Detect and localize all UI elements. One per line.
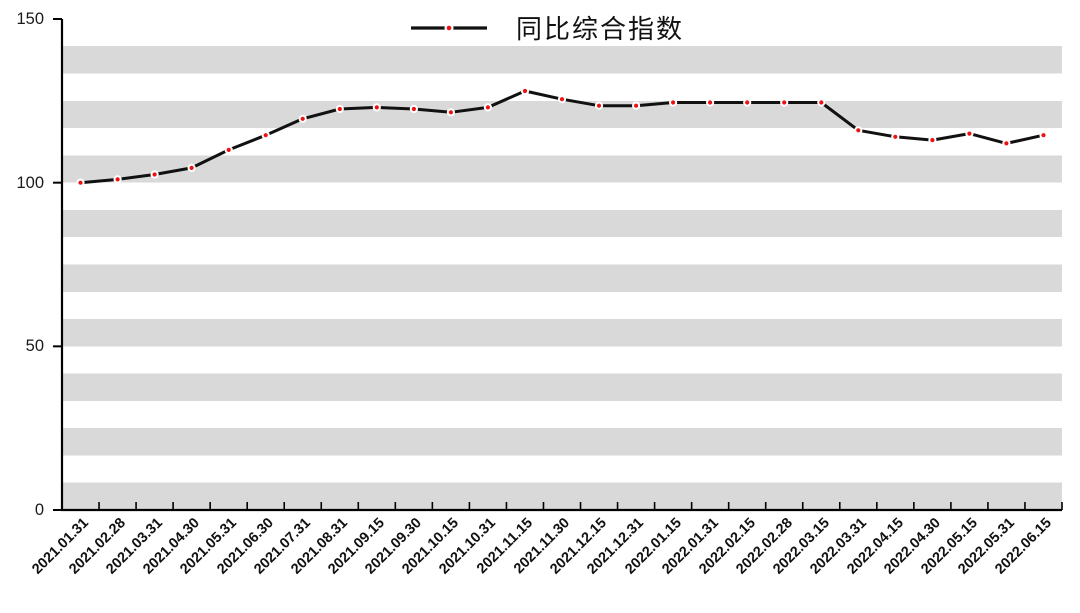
legend-line-marker-icon xyxy=(411,22,487,33)
data-point-marker xyxy=(335,104,344,114)
data-point-marker xyxy=(743,98,752,107)
data-point-marker xyxy=(113,175,122,184)
data-point-marker xyxy=(372,103,381,112)
data-point-marker xyxy=(224,145,233,154)
data-point-marker xyxy=(187,163,196,172)
y-axis-label: 50 xyxy=(25,337,44,356)
data-point-marker xyxy=(76,178,85,187)
y-axis-label: 0 xyxy=(34,501,44,519)
data-point-marker xyxy=(891,132,900,141)
data-point-marker xyxy=(1002,139,1011,148)
data-point-marker xyxy=(557,95,567,104)
data-point-marker xyxy=(669,98,678,107)
data-point-marker xyxy=(150,170,159,179)
data-point-marker xyxy=(706,98,715,107)
data-point-marker xyxy=(520,86,530,96)
legend-label: 同比综合指数 xyxy=(516,14,685,44)
data-point-marker xyxy=(261,131,270,140)
data-point-marker xyxy=(854,126,863,135)
y-axis-label: 150 xyxy=(16,10,44,28)
data-point-marker xyxy=(298,114,307,123)
y-axis-label: 100 xyxy=(16,173,44,192)
data-point-marker xyxy=(780,98,789,107)
data-point-marker xyxy=(483,103,492,112)
data-point-marker xyxy=(409,104,418,114)
data-point-marker xyxy=(928,136,937,145)
data-point-marker xyxy=(632,101,641,110)
data-point-marker xyxy=(594,101,604,110)
data-point-marker xyxy=(817,98,826,107)
data-point-marker xyxy=(446,108,455,117)
data-point-marker xyxy=(1039,131,1048,140)
legend: 同比综合指数 xyxy=(410,9,684,46)
data-point-marker xyxy=(965,129,974,138)
